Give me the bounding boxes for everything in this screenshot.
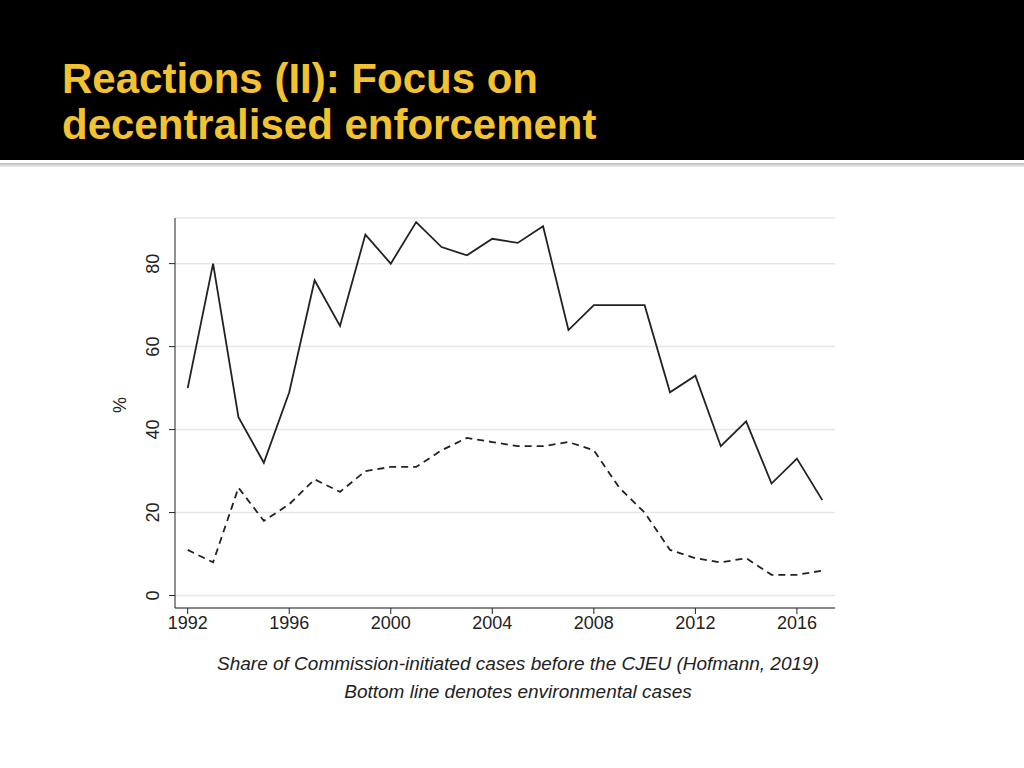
svg-text:2012: 2012	[675, 613, 715, 633]
svg-text:1996: 1996	[269, 613, 309, 633]
svg-text:2008: 2008	[574, 613, 614, 633]
html-text:Share of Commission-initiated: Share of Commission-initiated cases befo…	[217, 653, 819, 674]
svg-text:2004: 2004	[472, 613, 512, 633]
svg-text:2016: 2016	[777, 613, 817, 633]
svg-text:1992: 1992	[168, 613, 208, 633]
html-text:Reactions (II): Focus on decen: Reactions (II): Focus on decentralised e…	[62, 55, 597, 148]
svg-text:20: 20	[143, 503, 163, 523]
svg-text:40: 40	[143, 420, 163, 440]
svg-text:%: %	[110, 397, 130, 413]
svg-text:0: 0	[143, 591, 163, 601]
svg-text:80: 80	[143, 254, 163, 274]
svg-text:2000: 2000	[371, 613, 411, 633]
svg-text:60: 60	[143, 337, 163, 357]
html-text:Bottom line denotes environmen: Bottom line denotes environmental cases	[344, 681, 692, 702]
